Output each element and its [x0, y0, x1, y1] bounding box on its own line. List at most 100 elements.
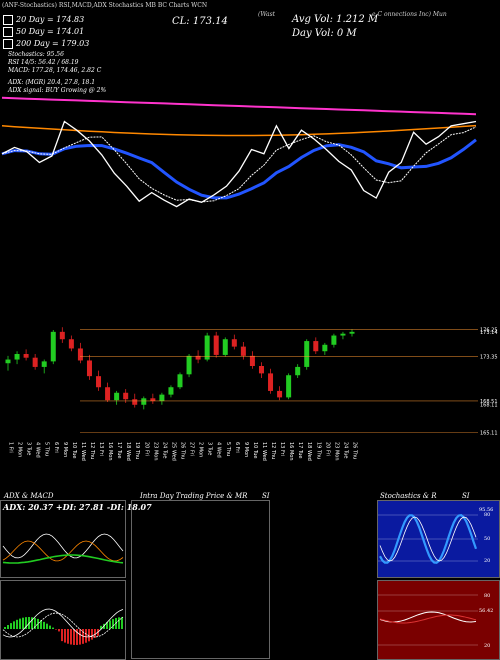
- candle-body: [123, 392, 129, 400]
- macd-histogram-bar: [16, 619, 18, 629]
- sma20-line: [1, 126, 477, 203]
- candle-body: [132, 399, 138, 405]
- price-tick-label: 165.11: [480, 430, 498, 436]
- price-tick-label: 173.35: [480, 354, 498, 360]
- date-tick-label: 18 Wed: [125, 442, 131, 461]
- ema-line: [1, 138, 477, 200]
- macd-histogram-bar: [67, 629, 69, 644]
- stoch-d-line: [379, 516, 477, 562]
- stoch-tick-4: 20: [484, 558, 491, 564]
- legend-200day-label: 200 Day = 179.03: [16, 39, 90, 48]
- candle-body: [349, 331, 355, 334]
- legend-200day: 200 Day = 179.03: [3, 39, 89, 49]
- sma50-line: [1, 124, 477, 137]
- candle-body: [240, 346, 246, 356]
- candle-body: [222, 339, 228, 355]
- candle-body: [195, 355, 201, 360]
- stochastics-panel-title: Stochastics & R: [380, 492, 437, 500]
- candlestick-layer: 1 Fri 2 Mon 3 Tue 4 Wed 5 Thu 6 Fri 9 Mon 10 Tu…: [5, 327, 358, 461]
- date-tick-label: 18 Wed: [306, 442, 312, 461]
- macd-histogram-bar: [43, 621, 45, 629]
- date-tick-label: 4 Wed: [35, 442, 41, 458]
- macd-histogram-bar: [19, 618, 21, 629]
- macd-histogram-bar: [121, 617, 123, 629]
- macd-histogram-bar: [31, 617, 33, 629]
- candle-body: [114, 392, 120, 401]
- date-tick-label: 11 Wed: [80, 442, 86, 461]
- date-tick-label: 17 Tue: [116, 442, 122, 459]
- company-name-right: e C onnections Inc) Mun: [372, 11, 447, 18]
- candle-body: [249, 355, 255, 366]
- rsi-tick-1: 80: [484, 593, 491, 599]
- macd-histogram-bar: [106, 622, 108, 629]
- rsi-tick-2: 56.42: [479, 608, 494, 614]
- stochastics-panel: 95.56 80 50 20: [377, 500, 500, 578]
- date-tick-label: 3 Tue: [207, 442, 213, 455]
- date-tick-label: 17 Tue: [297, 442, 303, 459]
- legend-box-icon: [3, 39, 13, 49]
- adx-chart: [2, 533, 124, 564]
- macd-histogram-bar: [46, 623, 48, 629]
- candle-body: [86, 360, 92, 377]
- candle-body: [286, 375, 292, 398]
- candle-body: [258, 366, 264, 374]
- date-tick-label: 6 Fri: [53, 442, 59, 453]
- macd-histogram-bar: [40, 620, 42, 629]
- rsi-tick-3: 20: [484, 643, 491, 649]
- candle-body: [340, 333, 346, 336]
- stochastics-chart: [378, 514, 478, 564]
- adx-signal-readout: ADX signal: BUY Growing @ 2%: [8, 87, 107, 94]
- macd-histogram-bar: [112, 619, 114, 629]
- candle-body: [268, 373, 274, 391]
- price-tick-label: 168.11: [480, 403, 498, 409]
- candle-body: [304, 341, 310, 367]
- sma200-line: [1, 96, 477, 116]
- macd-readout: MACD: 177.28, 174.46, 2.82 C: [8, 67, 102, 74]
- date-tick-label: 27 Fri: [189, 442, 195, 456]
- intraday-panel-title: Intra Day Trading Price & MR: [140, 492, 248, 500]
- price-line: [1, 120, 477, 208]
- adx-readout: ADX: (MGR) 20.4, 27.8, 18.1: [8, 79, 96, 86]
- date-tick-label: 9 Mon: [243, 442, 249, 457]
- macd-histogram-bar: [55, 629, 57, 630]
- date-tick-label: 4 Wed: [216, 442, 222, 458]
- macd-chart: [2, 608, 124, 645]
- candle-body: [168, 387, 174, 395]
- macd-histogram-bar: [13, 621, 15, 629]
- adx-panel: ADX: 20.37 +DI: 27.81 -DI: 18.07: [0, 500, 152, 578]
- macd-histogram-bar: [85, 629, 87, 643]
- candle-body: [77, 348, 83, 361]
- date-tick-label: 26 Thu: [180, 442, 186, 459]
- date-tick-label: 16 Mon: [288, 442, 294, 461]
- adx-line: [2, 554, 124, 564]
- intraday-panel-title-suffix: SI: [262, 492, 270, 500]
- candle-body: [322, 344, 328, 352]
- macd-histogram-bar: [88, 629, 90, 642]
- candle-body: [50, 331, 56, 362]
- candle-body: [141, 398, 147, 405]
- macd-histogram-bar: [76, 629, 78, 645]
- rsi-readout: RSI 14/5: 56.42 / 68.19: [8, 59, 79, 66]
- candle-body: [32, 357, 38, 367]
- candle-body: [204, 335, 210, 360]
- date-tick-label: 23 Mon: [333, 442, 339, 461]
- stochastics-panel-title-suffix: SI: [462, 492, 470, 500]
- date-tick-label: 13 Fri: [98, 442, 104, 456]
- macd-histogram-bar: [7, 625, 9, 629]
- candle-body: [159, 394, 165, 402]
- date-tick-label: 2 Mon: [198, 442, 204, 457]
- macd-histogram-bar: [118, 617, 120, 629]
- company-name-left: (Wast: [258, 11, 276, 18]
- date-tick-label: 5 Thu: [44, 442, 50, 456]
- date-tick-label: 13 Fri: [279, 442, 285, 456]
- day-volume: Day Vol: 0 M: [292, 28, 357, 39]
- candle-body: [5, 359, 11, 364]
- rsi-line: [379, 611, 477, 623]
- stoch-tick-3: 50: [484, 536, 491, 542]
- macd-histogram-bar: [22, 617, 24, 629]
- macd-histogram-bar: [64, 629, 66, 643]
- adx-panel-values: ADX: 20.37 +DI: 27.81 -DI: 18.07: [3, 502, 152, 512]
- macd-histogram-bar: [10, 623, 12, 629]
